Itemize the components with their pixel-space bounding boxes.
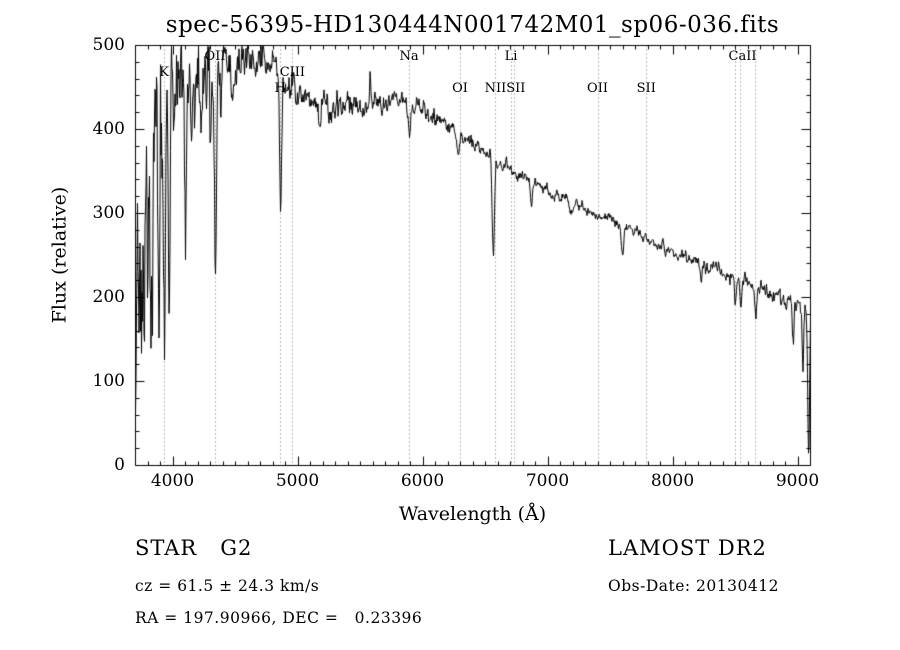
obs-date-value: Obs-Date: 20130412 (608, 577, 779, 595)
ra-dec-value: RA = 197.90966, DEC = 0.23396 (135, 609, 423, 627)
y-axis-label: Flux (relative) (48, 186, 70, 324)
survey-label: LAMOST DR2 (608, 536, 767, 560)
y-axis-label-wrap: Flux (relative) (46, 45, 72, 465)
object-class-label: STAR G2 (135, 536, 253, 560)
plot-title: spec-56395-HD130444N001742M01_sp06-036.f… (165, 12, 780, 38)
x-axis-label: Wavelength (Å) (398, 503, 547, 525)
cz-value: cz = 61.5 ± 24.3 km/s (135, 577, 320, 595)
